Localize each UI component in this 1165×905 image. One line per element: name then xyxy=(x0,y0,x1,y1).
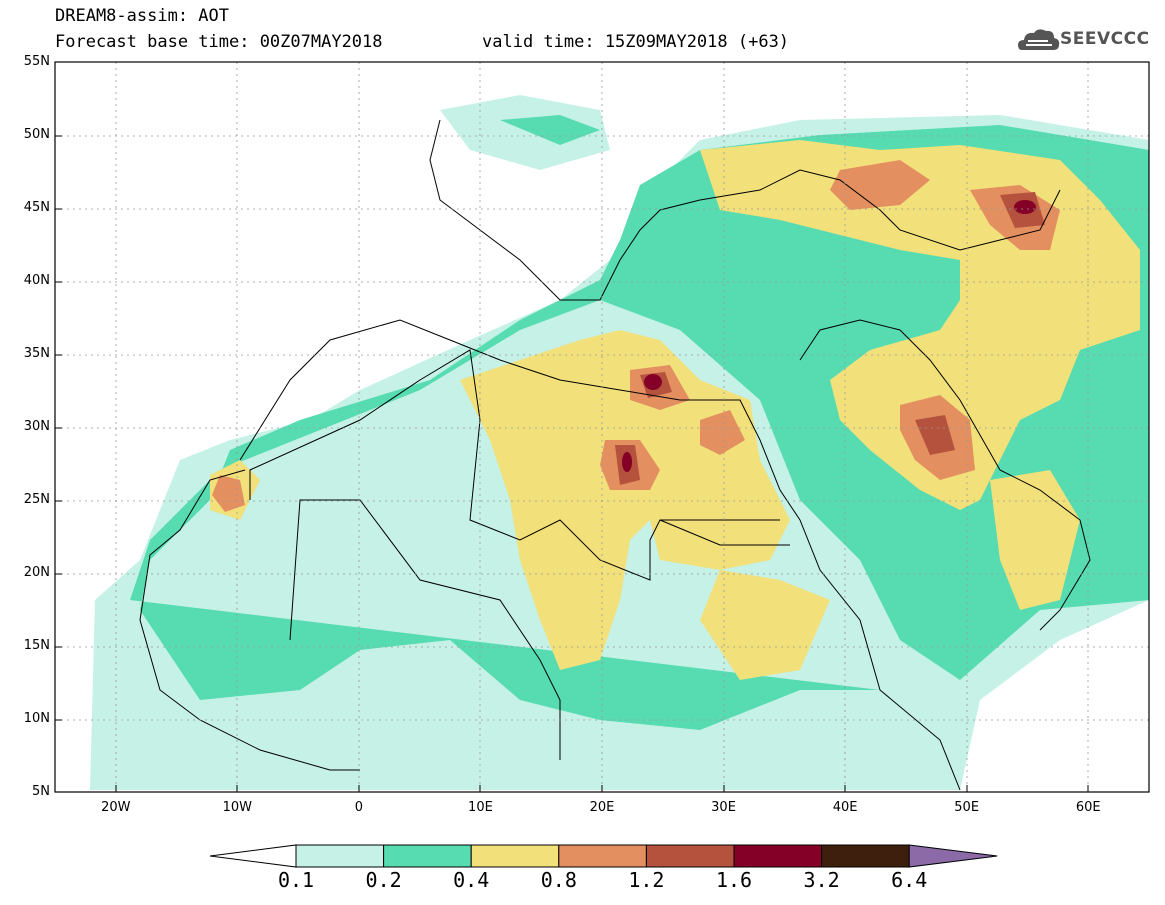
colorbar-level-label: 0.1 xyxy=(277,868,315,892)
colorbar-swatch xyxy=(295,844,385,868)
country-border xyxy=(249,349,780,581)
graticule xyxy=(55,62,1149,792)
colorbar-swatch xyxy=(821,844,910,868)
colorbar-swatch xyxy=(733,844,823,868)
colorbar-over-arrow xyxy=(908,844,998,868)
colorbar-level-label: 0.8 xyxy=(540,868,577,892)
aot-level-0.8 xyxy=(830,160,930,210)
colorbar-swatch xyxy=(470,844,560,868)
lat-label: 10N xyxy=(23,711,50,726)
cloud-icon xyxy=(1018,29,1060,50)
lat-label: 15N xyxy=(23,638,50,653)
valid-time: valid time: 15Z09MAY2018 (+63) xyxy=(482,32,790,52)
colorbar-level-label: 1.6 xyxy=(715,868,753,892)
aot-level-0.4 xyxy=(460,330,830,680)
colorbar-level-label: 0.2 xyxy=(365,868,402,892)
coastline xyxy=(139,469,360,771)
aot-level-1.2 xyxy=(915,415,955,455)
lon-label: 60E xyxy=(1075,800,1101,815)
lat-label: 45N xyxy=(23,200,50,215)
lat-label: 30N xyxy=(23,419,50,434)
lon-label: 50E xyxy=(954,800,980,815)
lon-label: 20W xyxy=(101,800,131,815)
lat-label: 5N xyxy=(32,784,50,799)
colorbar-swatch xyxy=(645,844,735,868)
lon-label: 10W xyxy=(222,800,253,815)
colorbar-level-label: 6.4 xyxy=(891,868,928,892)
colorbar-level-label: 1.2 xyxy=(628,868,665,892)
lat-label: 50N xyxy=(23,127,50,142)
lon-label: 40E xyxy=(832,800,858,815)
lon-label: 30E xyxy=(711,800,736,815)
map-title: DREAM8-assim: AOT xyxy=(55,6,229,26)
lon-label: 20E xyxy=(589,800,615,815)
lat-label: 55N xyxy=(23,54,50,69)
coastline xyxy=(239,319,961,791)
aot-level-0.8 xyxy=(700,410,745,455)
lon-label: 10E xyxy=(468,800,493,815)
lat-label: 20N xyxy=(23,565,50,580)
aot-level-0.2 xyxy=(130,125,1149,730)
aot-level-0.8 xyxy=(212,475,245,512)
colorbar-under-arrow xyxy=(209,844,297,868)
colorbar-swatch xyxy=(383,844,472,868)
coastline xyxy=(429,119,1061,301)
aot-level-1.6 xyxy=(644,374,662,390)
aot-level-0.2 xyxy=(500,115,600,145)
lat-label: 40N xyxy=(23,273,50,288)
aot-level-1.6 xyxy=(622,452,632,472)
coastline xyxy=(799,319,1091,631)
lat-label: 25N xyxy=(23,492,50,507)
lon-label: 0 xyxy=(354,800,364,815)
forecast-base-time: Forecast base time: 00Z07MAY2018 xyxy=(55,32,383,52)
colorbar-level-label: 0.4 xyxy=(453,868,490,892)
colorbar-swatch xyxy=(558,844,647,868)
aot-level-0.1 xyxy=(440,95,610,170)
logo-text: SEEVCCC xyxy=(1060,29,1150,49)
country-border xyxy=(659,519,790,546)
country-border xyxy=(289,499,561,760)
colorbar-level-label: 3.2 xyxy=(803,868,840,892)
aot-level-1.6 xyxy=(1014,200,1036,214)
aot-level-0.4 xyxy=(990,470,1080,610)
lat-label: 35N xyxy=(23,346,50,361)
